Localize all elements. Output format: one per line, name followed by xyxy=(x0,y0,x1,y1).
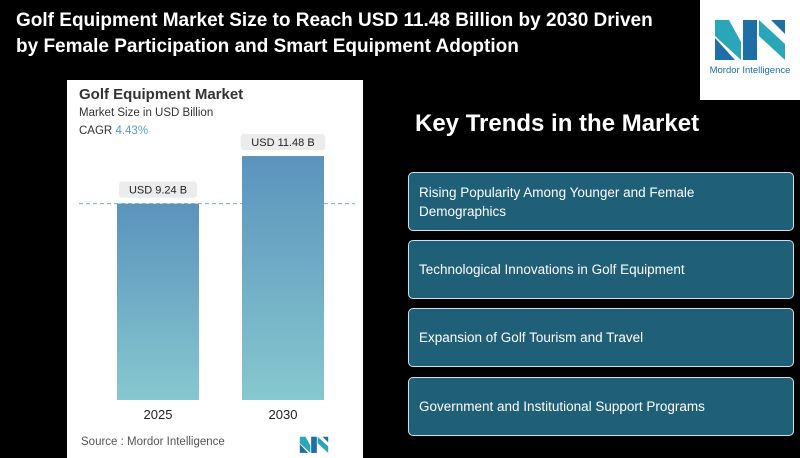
chart-card: USD 9.24 B 2025 USD 11.48 B 2030 Golf Equip… xyxy=(67,80,363,458)
headline: Golf Equipment Market Size to Reach USD … xyxy=(16,10,653,57)
trend-card-4: Government and Institutional Support Pro… xyxy=(408,377,794,436)
logo-text: Mordor Intelligence xyxy=(709,65,791,76)
chart-title: Golf Equipment Market xyxy=(79,86,244,103)
trend-card-1: Rising Popularity Among Younger and Fema… xyxy=(408,172,794,231)
mordor-logo-mark-icon xyxy=(715,20,785,60)
data-label-bg xyxy=(119,181,197,198)
data-label-bg xyxy=(240,134,326,151)
cagr: CAGR 4.43% xyxy=(79,125,148,137)
bar-2025 xyxy=(117,203,199,400)
data-label: USD 9.24 B xyxy=(129,185,187,197)
cagr-value: 4.43% xyxy=(115,125,149,137)
trend-text: Expansion of Golf Tourism and Travel xyxy=(419,330,644,345)
trend-card-3: Expansion of Golf Tourism and Travel xyxy=(408,308,794,367)
trends-title: Key Trends in the Market xyxy=(415,110,700,137)
mordor-intelligence-logo: Mordor Intelligence xyxy=(700,0,800,100)
source-note: Source : Mordor Intelligence xyxy=(81,436,225,448)
bar-chart: USD 9.24 B 2025 USD 11.48 B 2030 xyxy=(79,134,355,422)
cagr-label: CAGR xyxy=(79,125,113,137)
trend-text: Government and Institutional Support Pro… xyxy=(419,399,705,414)
trend-text: Technological Innovations in Golf Equipm… xyxy=(419,262,685,277)
x-tick-label: 2025 xyxy=(144,407,173,422)
trend-card-2: Technological Innovations in Golf Equipm… xyxy=(408,240,794,299)
chart-subtitle: Market Size in USD Billion xyxy=(79,107,214,119)
trend-text: Rising Popularity Among Younger and Fema… xyxy=(419,184,695,219)
mordor-mini-logo-icon xyxy=(299,436,329,453)
x-tick-label: 2030 xyxy=(269,407,298,422)
bar-2030 xyxy=(242,156,324,400)
data-label: USD 11.48 B xyxy=(251,137,314,149)
